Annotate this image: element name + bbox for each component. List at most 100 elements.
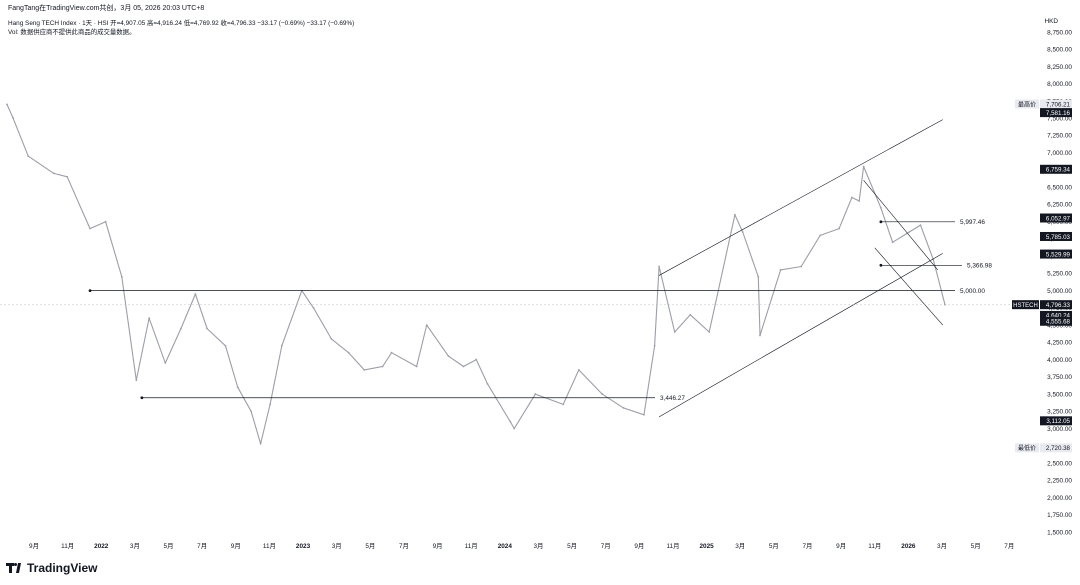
x-tick-label: 9月: [433, 542, 443, 550]
price-point: [658, 265, 660, 268]
price-point: [250, 410, 253, 413]
price-marker-value: 6,759.34: [1046, 167, 1071, 174]
y-tick-label: 7,000.00: [1047, 150, 1072, 157]
price-point: [577, 369, 580, 371]
price-point: [800, 265, 803, 268]
price-point: [224, 344, 227, 347]
price-marker-value: 4,640.24: [1046, 313, 1071, 320]
tradingview-logo-icon: [6, 563, 22, 573]
x-tick-label: 9月: [836, 542, 846, 550]
price-point: [206, 327, 208, 330]
price-marker-value: 2,720.38: [1046, 445, 1071, 452]
level-anchor-point[interactable]: [140, 396, 144, 400]
y-tick-label: 3,500.00: [1047, 391, 1072, 398]
price-point: [741, 231, 744, 233]
price-point: [280, 344, 283, 347]
x-tick-label: 2025: [699, 543, 714, 550]
price-point: [312, 306, 315, 309]
chart-publisher-line: FangTang在TradingView.com共创，3月 05, 2026 2…: [8, 5, 205, 12]
x-tick-label: 5月: [567, 542, 577, 550]
price-point: [194, 293, 197, 295]
x-tick-label: 3月: [937, 542, 947, 550]
trend-line[interactable]: [874, 247, 943, 326]
trend-line[interactable]: [863, 180, 938, 271]
y-tick-label: 7,250.00: [1047, 133, 1072, 140]
x-tick-label: 11月: [465, 542, 478, 550]
x-tick-label: 5月: [365, 542, 375, 550]
price-point: [643, 413, 645, 416]
price-point: [164, 362, 167, 364]
price-point: [425, 324, 428, 327]
tradingview-branding[interactable]: TradingView: [6, 561, 97, 575]
level-anchor-point[interactable]: [88, 289, 92, 293]
y-tick-label: 3,000.00: [1047, 426, 1072, 433]
symbol-info-line: Hang Seng TECH Index · 1天 · HSI 开=4,907.…: [8, 20, 355, 27]
price-marker-value: 7,706.21: [1046, 101, 1071, 108]
x-tick-label: 5月: [164, 542, 174, 550]
price-marker-box: [1040, 213, 1072, 223]
price-point: [447, 355, 450, 358]
y-tick-label: 5,250.00: [1047, 271, 1072, 278]
price-marker-box: [1040, 416, 1072, 426]
y-tick-label: 3,250.00: [1047, 409, 1072, 416]
x-tick-label: 3月: [332, 542, 342, 550]
level-label: 5,997.46: [960, 219, 985, 226]
trend-line[interactable]: [658, 253, 943, 418]
extreme-tag-label: 最高价: [1018, 100, 1036, 108]
price-point: [52, 172, 55, 175]
y-tick-label: 5,000.00: [1047, 288, 1072, 295]
x-tick-label: 7月: [399, 542, 409, 550]
price-point: [415, 365, 418, 368]
price-point: [653, 344, 656, 347]
price-marker-box: [1040, 164, 1072, 174]
price-point: [838, 227, 841, 230]
x-tick-label: 7月: [803, 542, 813, 550]
y-tick-label: 2,250.00: [1047, 478, 1072, 485]
y-tick-label: 2,500.00: [1047, 460, 1072, 467]
y-tick-label: 6,250.00: [1047, 202, 1072, 209]
level-label: 3,446.27: [660, 395, 685, 402]
price-marker-box: [1040, 231, 1072, 241]
x-tick-label: 5月: [971, 542, 981, 550]
level-anchor-point[interactable]: [879, 263, 883, 267]
price-point: [475, 358, 478, 361]
price-point: [622, 406, 625, 409]
y-tick-label: 1,750.00: [1047, 512, 1072, 519]
price-point: [534, 393, 537, 395]
y-tick-label: 1,500.00: [1047, 529, 1072, 536]
y-tick-label: 4,000.00: [1047, 357, 1072, 364]
price-point: [562, 403, 565, 406]
x-tick-label: 9月: [634, 542, 644, 550]
price-point: [757, 275, 760, 278]
currency-label: HKD: [1044, 18, 1059, 25]
price-marker-value: 5,529.99: [1046, 251, 1071, 258]
extreme-tag-label: 最低价: [1018, 444, 1036, 452]
x-tick-label: 11月: [61, 542, 74, 550]
price-point: [462, 365, 465, 368]
y-tick-label: 4,250.00: [1047, 340, 1072, 347]
price-point: [708, 331, 711, 333]
price-point: [104, 220, 107, 223]
x-tick-label: 11月: [868, 542, 881, 550]
price-point: [851, 196, 853, 199]
price-point: [120, 275, 123, 278]
price-point: [363, 369, 366, 371]
level-label: 5,366.98: [967, 263, 992, 270]
y-tick-label: 8,500.00: [1047, 47, 1072, 54]
price-marker-value: 4,555.68: [1046, 319, 1071, 326]
price-marker-box: [1040, 300, 1072, 310]
y-tick-label: 2,000.00: [1047, 495, 1072, 502]
price-marker-value: 3,112.05: [1046, 418, 1070, 425]
x-tick-label: 5月: [769, 542, 779, 550]
price-point: [347, 351, 350, 354]
price-marker-box: [1040, 249, 1072, 259]
price-marker-box: [1040, 443, 1072, 453]
y-tick-label: 8,250.00: [1047, 64, 1072, 71]
x-tick-label: 2023: [296, 543, 311, 550]
level-anchor-point[interactable]: [879, 220, 883, 224]
trend-line[interactable]: [658, 119, 943, 276]
price-point: [486, 382, 489, 385]
level-label: 5,000.00: [960, 288, 985, 295]
y-tick-label: 8,000.00: [1047, 81, 1072, 88]
